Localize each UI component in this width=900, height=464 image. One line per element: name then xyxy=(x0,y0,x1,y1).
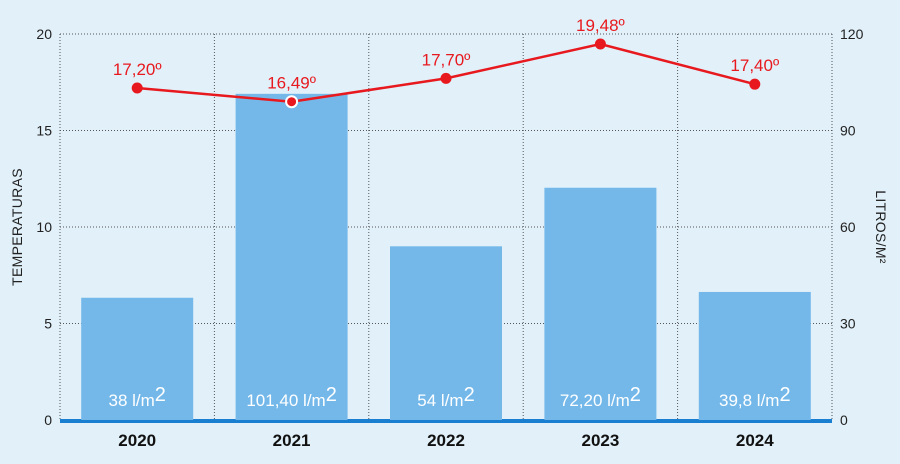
bar xyxy=(81,297,194,420)
bar xyxy=(235,93,348,420)
temperature-value-label: 17,70º xyxy=(422,50,471,69)
y-right-tick-label: 30 xyxy=(840,316,856,332)
temperature-point xyxy=(594,38,606,50)
temperature-value-label: 17,20º xyxy=(113,60,162,79)
y-axis-left-title: TEMPERATURAS xyxy=(9,168,25,286)
y-right-tick-label: 90 xyxy=(840,123,856,139)
temperature-line-layer xyxy=(131,38,761,109)
bar xyxy=(544,187,657,420)
y-left-tick-label: 15 xyxy=(36,123,52,139)
x-tick-label: 2022 xyxy=(427,431,465,450)
y-left-tick-label: 5 xyxy=(44,316,52,332)
x-tick-label: 2021 xyxy=(273,431,311,450)
x-tick-label: 2023 xyxy=(581,431,619,450)
x-tick-label: 2020 xyxy=(118,431,156,450)
y-axis-right-title: LITROS/M² xyxy=(873,190,889,264)
y-right-tick-label: 120 xyxy=(840,26,864,42)
temperature-value-label: 16,49º xyxy=(267,74,316,93)
bar xyxy=(390,246,502,420)
y-left-tick-label: 0 xyxy=(44,412,52,428)
y-right-tick-label: 60 xyxy=(840,219,856,235)
y-left-tick-label: 10 xyxy=(36,219,52,235)
temperature-point xyxy=(749,78,761,90)
temperature-value-label: 17,40º xyxy=(730,56,779,75)
temperature-point xyxy=(131,82,143,94)
grid xyxy=(59,33,833,423)
y-right-tick-label: 0 xyxy=(840,412,848,428)
temperature-value-label: 19,48º xyxy=(576,16,625,35)
x-tick-label: 2024 xyxy=(736,431,774,450)
bar xyxy=(698,291,811,420)
temperature-point xyxy=(285,95,299,109)
y-left-tick-label: 20 xyxy=(36,26,52,42)
temperature-point xyxy=(440,72,452,84)
bars xyxy=(81,93,811,420)
